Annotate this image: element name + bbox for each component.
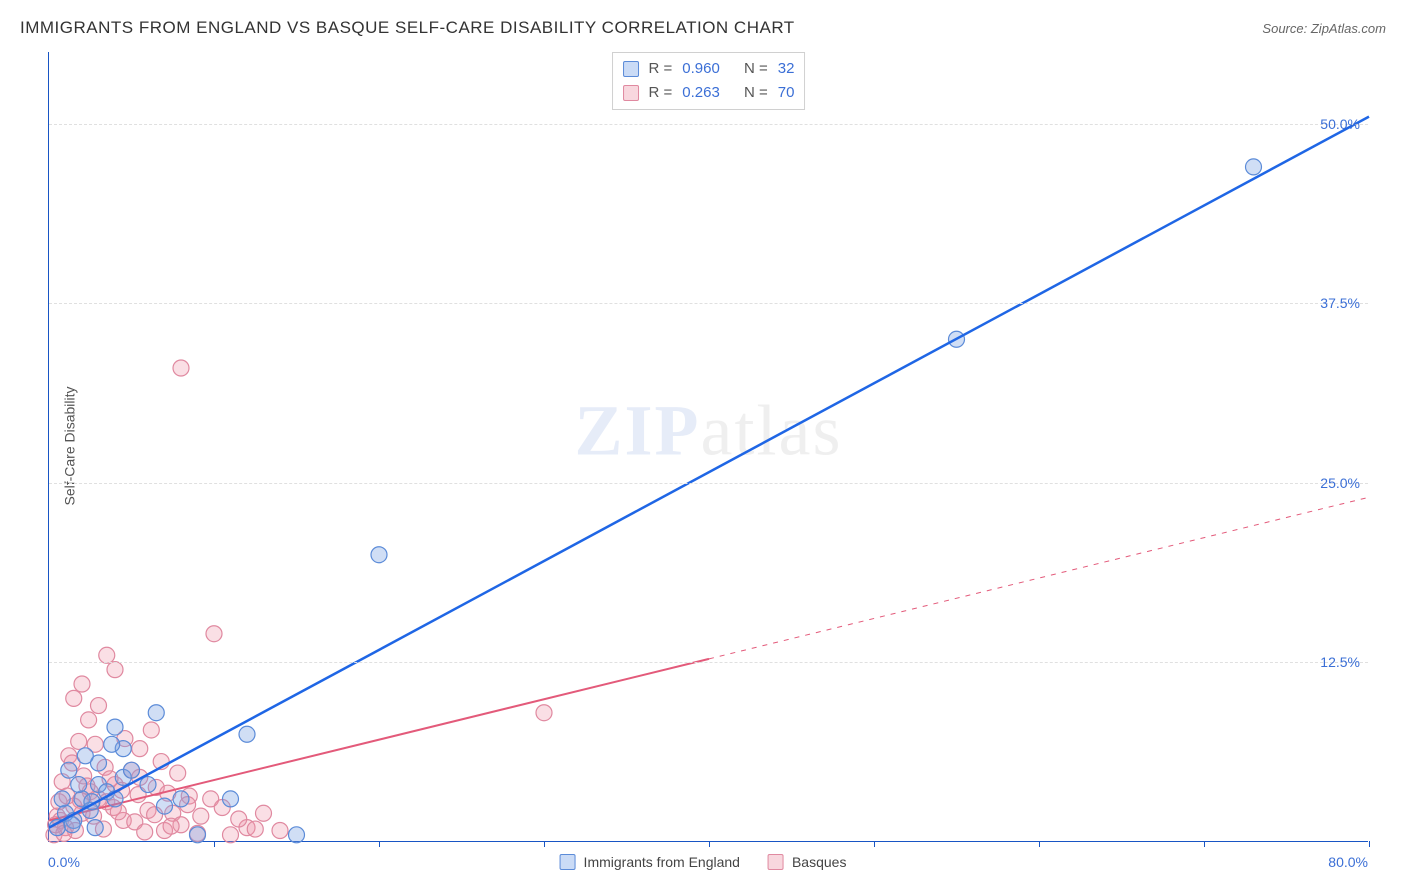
trend-line-pink xyxy=(49,659,709,821)
trend-line-blue xyxy=(49,117,1369,828)
r-value-pink: 0.263 xyxy=(682,81,720,105)
scatter-point-pink xyxy=(223,827,239,843)
scatter-point-blue xyxy=(173,791,189,807)
scatter-point-blue xyxy=(104,736,120,752)
y-tick-label: 37.5% xyxy=(1320,295,1360,311)
scatter-point-blue xyxy=(148,705,164,721)
scatter-point-blue xyxy=(239,726,255,742)
scatter-point-pink xyxy=(173,360,189,376)
source-prefix: Source: xyxy=(1262,21,1307,36)
swatch-pink-icon xyxy=(768,854,784,870)
swatch-blue-icon xyxy=(560,854,576,870)
x-minor-tick xyxy=(214,841,215,847)
scatter-point-blue xyxy=(223,791,239,807)
legend-label-blue: Immigrants from England xyxy=(584,854,740,870)
scatter-svg xyxy=(49,52,1368,841)
gridline-h xyxy=(49,124,1368,125)
scatter-point-pink xyxy=(99,647,115,663)
r-label: R = xyxy=(649,57,673,81)
x-minor-tick xyxy=(709,841,710,847)
plot-area: ZIPatlas R = 0.960 N = 32 R = 0.263 N = … xyxy=(48,52,1368,842)
scatter-point-pink xyxy=(107,662,123,678)
scatter-point-pink xyxy=(206,626,222,642)
series-legend: Immigrants from England Basques xyxy=(560,854,847,870)
scatter-point-blue xyxy=(157,798,173,814)
scatter-point-pink xyxy=(74,676,90,692)
chart-source: Source: ZipAtlas.com xyxy=(1262,21,1386,36)
gridline-h xyxy=(49,662,1368,663)
scatter-point-blue xyxy=(1246,159,1262,175)
scatter-point-blue xyxy=(140,777,156,793)
gridline-h xyxy=(49,483,1368,484)
x-minor-tick xyxy=(1204,841,1205,847)
scatter-point-pink xyxy=(132,741,148,757)
scatter-point-blue xyxy=(61,762,77,778)
trend-line-dashed-pink xyxy=(709,497,1369,659)
scatter-point-pink xyxy=(163,818,179,834)
scatter-point-blue xyxy=(190,827,206,843)
r-value-blue: 0.960 xyxy=(682,57,720,81)
swatch-blue-icon xyxy=(623,61,639,77)
scatter-point-pink xyxy=(91,698,107,714)
x-minor-tick xyxy=(1369,841,1370,847)
scatter-point-pink xyxy=(81,712,97,728)
legend-row-blue: R = 0.960 N = 32 xyxy=(623,57,795,81)
x-axis-max-label: 80.0% xyxy=(1328,854,1368,870)
n-label: N = xyxy=(744,81,768,105)
scatter-point-blue xyxy=(77,748,93,764)
scatter-point-pink xyxy=(66,690,82,706)
source-name: ZipAtlas.com xyxy=(1311,21,1386,36)
scatter-point-pink xyxy=(272,823,288,839)
scatter-point-blue xyxy=(87,820,103,836)
swatch-pink-icon xyxy=(623,85,639,101)
scatter-point-pink xyxy=(247,821,263,837)
x-minor-tick xyxy=(874,841,875,847)
scatter-point-pink xyxy=(256,805,272,821)
scatter-point-pink xyxy=(71,733,87,749)
gridline-h xyxy=(49,303,1368,304)
r-label: R = xyxy=(649,81,673,105)
y-tick-label: 50.0% xyxy=(1320,116,1360,132)
scatter-point-pink xyxy=(143,722,159,738)
scatter-point-pink xyxy=(231,811,247,827)
chart-header: IMMIGRANTS FROM ENGLAND VS BASQUE SELF-C… xyxy=(20,18,1386,38)
x-axis-min-label: 0.0% xyxy=(48,854,80,870)
y-tick-label: 12.5% xyxy=(1320,654,1360,670)
n-label: N = xyxy=(744,57,768,81)
x-minor-tick xyxy=(379,841,380,847)
legend-item-blue: Immigrants from England xyxy=(560,854,740,870)
scatter-point-blue xyxy=(54,791,70,807)
y-tick-label: 25.0% xyxy=(1320,475,1360,491)
x-minor-tick xyxy=(1039,841,1040,847)
legend-item-pink: Basques xyxy=(768,854,846,870)
correlation-legend: R = 0.960 N = 32 R = 0.263 N = 70 xyxy=(612,52,806,110)
scatter-point-blue xyxy=(124,762,140,778)
scatter-point-blue xyxy=(371,547,387,563)
scatter-point-blue xyxy=(107,719,123,735)
n-value-blue: 32 xyxy=(778,57,795,81)
scatter-point-blue xyxy=(289,827,305,843)
scatter-point-pink xyxy=(137,824,153,840)
scatter-point-pink xyxy=(170,765,186,781)
legend-row-pink: R = 0.263 N = 70 xyxy=(623,81,795,105)
scatter-point-pink xyxy=(536,705,552,721)
x-minor-tick xyxy=(544,841,545,847)
scatter-point-blue xyxy=(71,777,87,793)
chart-title: IMMIGRANTS FROM ENGLAND VS BASQUE SELF-C… xyxy=(20,18,795,38)
legend-label-pink: Basques xyxy=(792,854,846,870)
scatter-point-pink xyxy=(193,808,209,824)
n-value-pink: 70 xyxy=(778,81,795,105)
